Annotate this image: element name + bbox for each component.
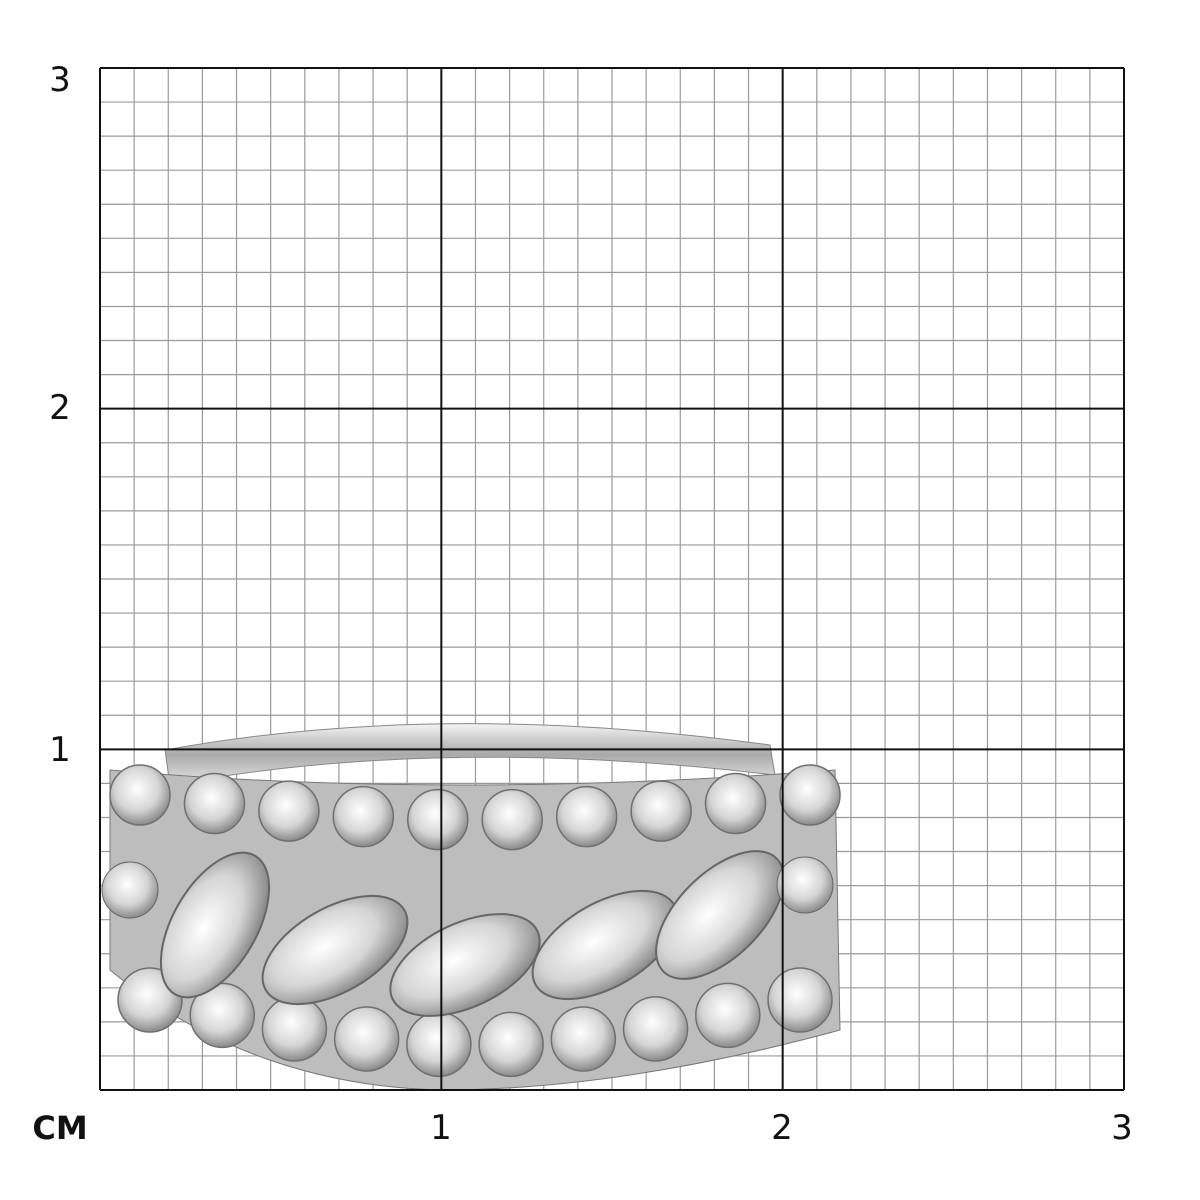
y-tick-2: 2 (49, 388, 71, 428)
round-diamond-bottom (767, 967, 833, 1033)
round-diamond-top (704, 772, 767, 835)
round-diamond-top (109, 764, 171, 826)
round-diamond-top (555, 785, 618, 848)
round-diamond-bottom (333, 1006, 400, 1072)
y-tick-1: 1 (49, 730, 71, 770)
x-tick-1: 1 (430, 1108, 452, 1148)
y-tick-3: 3 (49, 60, 71, 100)
round-diamond-top (258, 780, 320, 842)
marquise-diamond (655, 850, 785, 980)
x-tick-2: 2 (771, 1108, 793, 1148)
unit-label: CM (32, 1109, 88, 1147)
round-diamond-bottom (622, 996, 689, 1062)
round-diamond-top (779, 764, 841, 826)
round-diamond-top (630, 780, 692, 842)
round-diamond-top (481, 788, 543, 851)
x-tick-3: 3 (1111, 1108, 1133, 1148)
major-grid-lines (99, 67, 1125, 1091)
marquise-diamond (159, 851, 271, 999)
ring-band (164, 723, 776, 786)
round-diamond-bottom (406, 1011, 472, 1078)
round-diamond-bottom (189, 982, 255, 1049)
round-diamond-side (101, 861, 159, 919)
marquise-diamond (389, 913, 541, 1017)
marquise-diamond (261, 894, 409, 1006)
round-diamond-top (332, 785, 395, 848)
round-diamond-bottom (695, 982, 761, 1049)
round-diamond-top (407, 788, 469, 851)
round-diamond-bottom (478, 1011, 544, 1078)
round-diamond-side (776, 856, 834, 914)
round-diamond-bottom (550, 1006, 617, 1072)
round-diamond-bottom (261, 996, 328, 1062)
diamond-ring-image (101, 723, 841, 1091)
round-diamond-top (183, 772, 246, 835)
